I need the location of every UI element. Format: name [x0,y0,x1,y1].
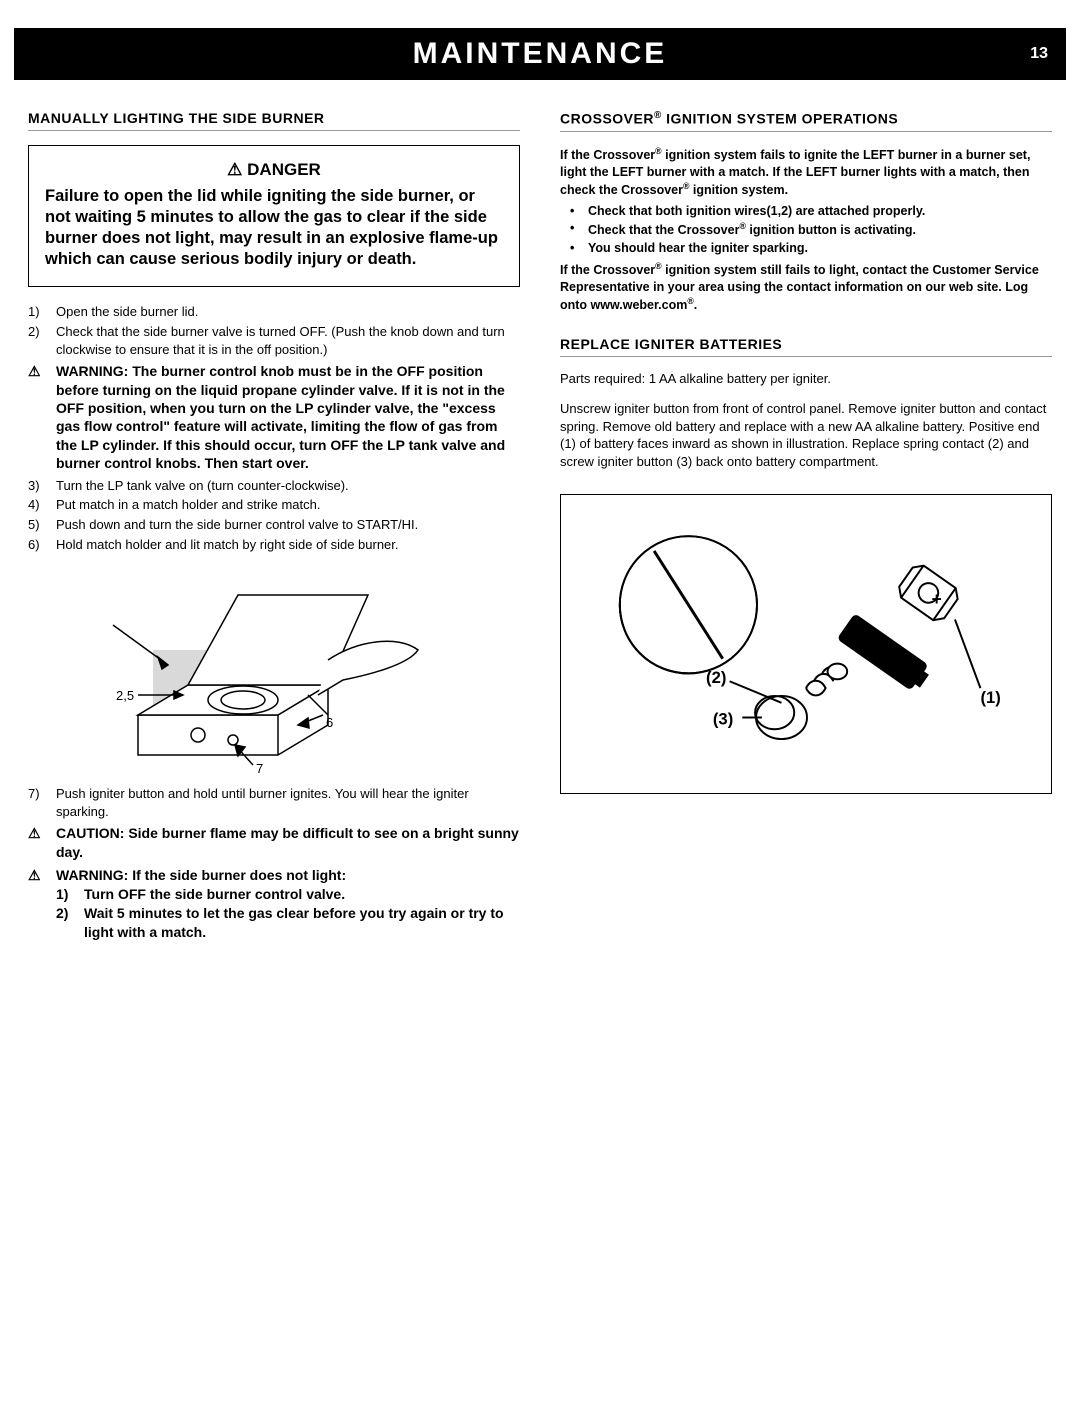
page-title: MAINTENANCE [413,37,668,71]
warning-no-light: ⚠ WARNING: If the side burner does not l… [28,866,520,885]
substep-1: 1)Turn OFF the side burner control valve… [28,885,520,904]
danger-box: ⚠ DANGER Failure to open the lid while i… [28,145,520,287]
substep-2: 2)Wait 5 minutes to let the gas clear be… [28,904,520,942]
heading-replace-batteries: REPLACE IGNITER BATTERIES [560,336,1052,357]
step-5: 5)Push down and turn the side burner con… [28,516,520,534]
bullet-1: Check that both ignition wires(1,2) are … [560,203,1052,221]
caution-bright-day: ⚠ CAUTION: Side burner flame may be diff… [28,824,520,862]
step-1: 1)Open the side burner lid. [28,303,520,321]
igniter-instructions: Unscrew igniter button from front of con… [560,400,1052,470]
right-column: CROSSOVER® IGNITION SYSTEM OPERATIONS If… [560,110,1052,942]
fig-label-7: 7 [256,761,263,775]
page-number: 13 [1030,45,1048,63]
left-column: MANUALLY LIGHTING THE SIDE BURNER ⚠ DANG… [28,110,520,942]
crossover-checklist: Check that both ignition wires(1,2) are … [560,203,1052,258]
diagram-label-2: (2) [706,669,726,688]
heading-crossover: CROSSOVER® IGNITION SYSTEM OPERATIONS [560,110,1052,132]
bullet-2: Check that the Crossover® ignition butto… [560,220,1052,240]
step-4: 4)Put match in a match holder and strike… [28,496,520,514]
crossover-intro: If the Crossover® ignition system fails … [560,146,1052,199]
crossover-outro: If the Crossover® ignition system still … [560,261,1052,314]
figure-igniter: + (2) (3) (1) [560,494,1052,794]
fig-label-6: 6 [326,715,333,730]
parts-required: Parts required: 1 AA alkaline battery pe… [560,371,1052,386]
header-bar: MAINTENANCE 13 [14,28,1066,80]
heading-manual-lighting: MANUALLY LIGHTING THE SIDE BURNER [28,110,520,131]
diagram-label-3: (3) [713,710,733,729]
step-6: 6)Hold match holder and lit match by rig… [28,536,520,554]
svg-text:+: + [931,589,941,609]
step-list-c: 7)Push igniter button and hold until bur… [28,785,520,820]
danger-title: ⚠ DANGER [45,160,503,180]
step-3: 3)Turn the LP tank valve on (turn counte… [28,477,520,495]
figure-side-burner: 2,5 6 7 [68,565,428,775]
bullet-3: You should hear the igniter sparking. [560,240,1052,258]
content: MANUALLY LIGHTING THE SIDE BURNER ⚠ DANG… [0,80,1080,942]
diagram-label-1: (1) [980,688,1000,707]
fig-label-25: 2,5 [116,688,134,703]
danger-body: Failure to open the lid while igniting t… [45,186,503,270]
step-list-a: 1)Open the side burner lid. 2)Check that… [28,303,520,358]
warning-knob-off: ⚠ WARNING: The burner control knob must … [28,362,520,473]
step-2: 2)Check that the side burner valve is tu… [28,323,520,358]
step-7: 7)Push igniter button and hold until bur… [28,785,520,820]
step-list-b: 3)Turn the LP tank valve on (turn counte… [28,477,520,553]
